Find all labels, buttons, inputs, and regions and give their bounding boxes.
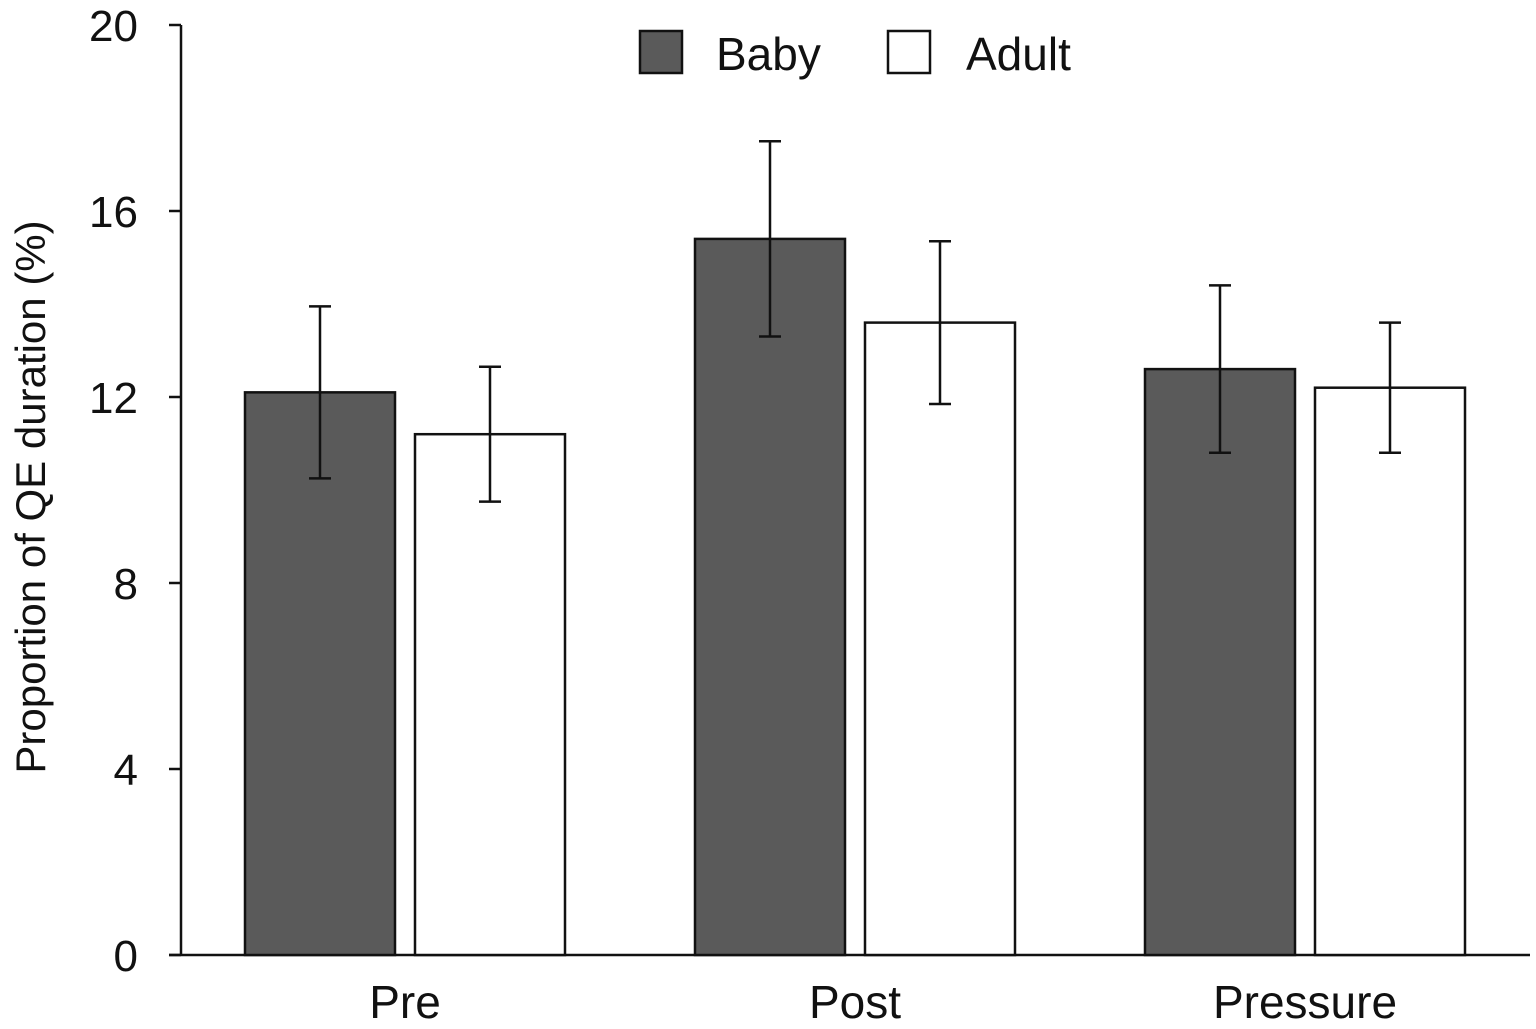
bar-adult-post <box>863 321 1017 957</box>
y-tick-label: 0 <box>114 932 138 981</box>
x-tick-label-pressure: Pressure <box>1213 976 1397 1028</box>
x-axis: Pre Post Pressure <box>169 953 1530 1028</box>
bar-adult-pre <box>413 432 567 957</box>
bar-baby-pre <box>243 391 397 957</box>
legend-swatch-baby <box>638 29 684 75</box>
y-tick-label: 8 <box>114 560 138 609</box>
x-tick-label-post: Post <box>809 976 901 1028</box>
bar-adult-pressure <box>1313 386 1467 957</box>
y-tick-label: 12 <box>89 374 138 423</box>
y-tick-label: 20 <box>89 2 138 51</box>
bars <box>243 237 1467 957</box>
bar-baby-post <box>693 237 847 957</box>
legend-swatch-adult <box>886 29 932 75</box>
bar-baby-pressure <box>1143 367 1297 957</box>
y-tick-label: 16 <box>89 188 138 237</box>
y-axis: 0 4 8 12 16 20 <box>89 2 183 981</box>
y-tick-label: 4 <box>114 746 138 795</box>
legend: Baby Adult <box>638 28 1071 80</box>
legend-label-adult: Adult <box>966 28 1071 80</box>
legend-label-baby: Baby <box>716 28 821 80</box>
y-axis-title: Proportion of QE duration (%) <box>7 220 54 773</box>
x-tick-label-pre: Pre <box>369 976 441 1028</box>
error-bars <box>309 140 1401 503</box>
